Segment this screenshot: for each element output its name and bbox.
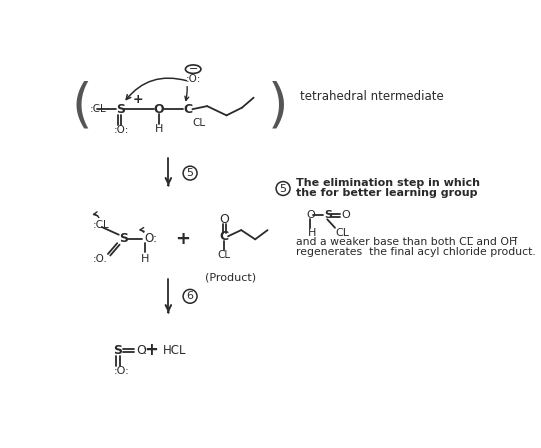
Text: −: −	[188, 64, 198, 74]
Text: S: S	[114, 344, 122, 357]
Text: H: H	[155, 124, 163, 134]
Text: CL: CL	[335, 228, 349, 238]
Text: :O.: :O.	[93, 254, 108, 263]
Text: 6: 6	[187, 291, 194, 302]
Text: :O:: :O:	[186, 74, 201, 84]
Text: O:: O:	[144, 232, 157, 245]
Text: and a weaker base than both CL̅ and OH̅: and a weaker base than both CL̅ and OH̅	[296, 237, 518, 247]
Text: O: O	[341, 211, 350, 220]
Text: regenerates  the final acyl chloride product.: regenerates the final acyl chloride prod…	[296, 247, 536, 257]
Text: +: +	[133, 94, 143, 107]
Text: The elimination step in which: The elimination step in which	[296, 178, 480, 188]
Text: :: :	[143, 344, 147, 357]
Text: O: O	[306, 211, 315, 220]
Text: H: H	[308, 228, 316, 238]
Text: HCL: HCL	[163, 344, 187, 357]
Text: tetrahedral ntermediate: tetrahedral ntermediate	[300, 90, 444, 103]
Text: +: +	[175, 229, 190, 248]
Text: O: O	[219, 213, 229, 226]
Text: the for better learning group: the for better learning group	[296, 188, 478, 198]
Text: :CL·: :CL·	[89, 104, 109, 114]
Text: S: S	[324, 211, 332, 220]
Text: S: S	[116, 103, 125, 116]
Text: S: S	[119, 232, 128, 245]
Text: ): )	[268, 81, 289, 133]
Text: 5: 5	[187, 168, 194, 178]
Text: (Product): (Product)	[205, 272, 256, 282]
Text: :O:: :O:	[114, 125, 129, 135]
Text: C: C	[183, 103, 192, 116]
Text: CL: CL	[192, 118, 205, 128]
Text: (: (	[71, 81, 92, 133]
Text: O: O	[154, 103, 164, 116]
Text: CL: CL	[217, 250, 231, 260]
Text: H: H	[141, 254, 149, 263]
Text: C: C	[220, 230, 229, 243]
Text: 5: 5	[280, 184, 287, 194]
Text: +: +	[144, 341, 159, 359]
Text: :CL: :CL	[93, 220, 109, 230]
Text: :O:: :O:	[114, 366, 129, 376]
Text: O: O	[136, 344, 147, 357]
